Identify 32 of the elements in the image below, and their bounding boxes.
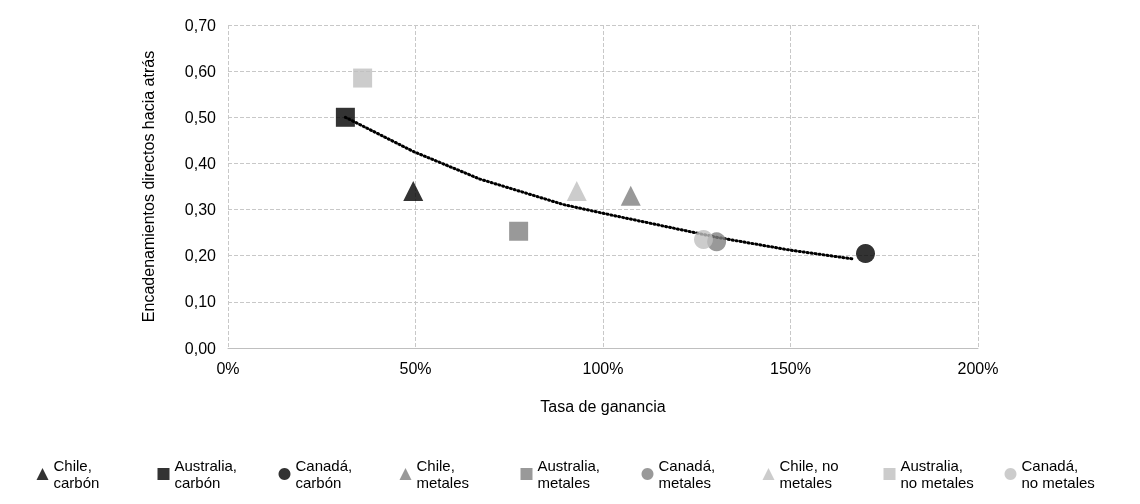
legend-label: Chile, no metales — [779, 457, 843, 491]
point — [353, 68, 373, 88]
x-tick-label: 50% — [399, 359, 432, 377]
x-tick-label: 150% — [770, 359, 811, 377]
y-tick-label: 0,30 — [184, 201, 217, 219]
y-tick-label: 0,60 — [184, 62, 217, 80]
legend-label: Australia, metales — [537, 457, 605, 491]
legend-label: Canadá, no metales — [1021, 457, 1095, 491]
legend-label: Australia, no metales — [900, 457, 974, 491]
y-tick-label: 0,20 — [184, 247, 217, 265]
point — [620, 185, 641, 206]
y-tick-label: 0,40 — [184, 154, 217, 172]
point — [856, 243, 875, 263]
point — [403, 181, 424, 202]
legend-label: Australia, carbón — [174, 457, 242, 491]
legend-label: Chile, carbón — [53, 457, 100, 491]
legend-label: Canadá, metales — [658, 457, 720, 491]
y-tick-label: 0,50 — [184, 108, 217, 126]
legend-label: Chile, metales — [416, 457, 470, 491]
point — [335, 107, 355, 127]
point — [566, 181, 587, 202]
x-tick-label: 0% — [216, 359, 240, 377]
x-tick-label: 100% — [582, 359, 624, 377]
x-tick-label: 200% — [957, 359, 999, 377]
legend-label: Canadá, carbón — [295, 457, 357, 491]
y-tick-label: 0,70 — [184, 16, 217, 34]
point — [509, 221, 529, 241]
y-tick-label: 0,10 — [184, 293, 217, 311]
y-axis-title: Encadenamientos directos hacia atrás — [139, 50, 157, 323]
x-axis-title: Tasa de ganancia — [540, 397, 666, 415]
point — [694, 230, 713, 250]
y-tick-label: 0,00 — [184, 339, 217, 357]
